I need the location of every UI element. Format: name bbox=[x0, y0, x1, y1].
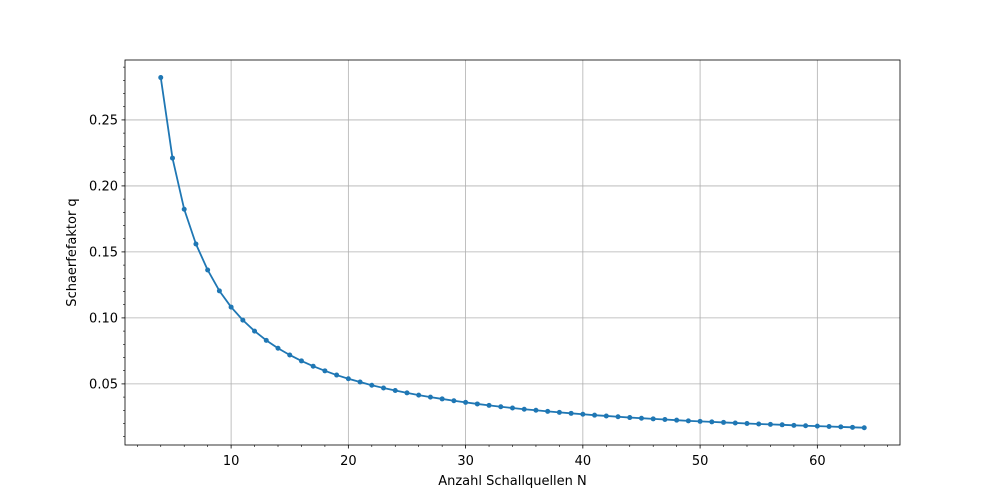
data-point bbox=[381, 385, 387, 391]
data-point bbox=[803, 423, 809, 429]
x-tick-label: 40 bbox=[575, 454, 592, 469]
data-point bbox=[627, 415, 633, 421]
data-point bbox=[322, 368, 328, 374]
y-tick-label: 0.25 bbox=[89, 113, 118, 128]
x-tick-label: 60 bbox=[809, 454, 826, 469]
data-series bbox=[158, 75, 867, 431]
data-point bbox=[240, 317, 246, 323]
data-point bbox=[779, 422, 785, 428]
data-point bbox=[474, 401, 480, 407]
data-point bbox=[287, 352, 293, 358]
data-point bbox=[674, 417, 680, 423]
data-point bbox=[767, 421, 773, 427]
data-point bbox=[181, 206, 187, 212]
data-point bbox=[310, 363, 316, 369]
x-axis-label: Anzahl Schallquellen N bbox=[438, 474, 587, 489]
data-point bbox=[685, 418, 691, 424]
data-point bbox=[568, 410, 574, 416]
data-point bbox=[486, 402, 492, 408]
data-point bbox=[638, 415, 644, 421]
x-tick-label: 20 bbox=[340, 454, 357, 469]
data-point bbox=[263, 337, 269, 343]
x-tick-label: 30 bbox=[457, 454, 474, 469]
data-point bbox=[498, 404, 504, 410]
data-point bbox=[603, 413, 609, 419]
data-point bbox=[463, 399, 469, 405]
data-point bbox=[791, 422, 797, 428]
data-point bbox=[416, 392, 422, 398]
data-point bbox=[721, 419, 727, 425]
data-point bbox=[275, 345, 281, 351]
data-point bbox=[615, 414, 621, 420]
data-point bbox=[697, 418, 703, 424]
data-point bbox=[662, 417, 668, 423]
y-tick-label: 0.20 bbox=[89, 179, 118, 194]
y-tick-label: 0.15 bbox=[89, 245, 118, 260]
x-tick-label: 50 bbox=[692, 454, 709, 469]
data-point bbox=[169, 155, 175, 161]
data-point bbox=[252, 328, 258, 334]
grid-lines bbox=[125, 60, 900, 445]
data-point bbox=[838, 424, 844, 430]
data-point bbox=[357, 379, 363, 385]
data-point bbox=[205, 267, 211, 273]
y-tick-label: 0.10 bbox=[89, 311, 118, 326]
data-point bbox=[369, 382, 375, 388]
data-point bbox=[510, 405, 515, 411]
data-point bbox=[158, 75, 164, 81]
data-point bbox=[439, 396, 445, 402]
y-tick-label: 0.05 bbox=[89, 377, 118, 392]
data-point bbox=[345, 376, 351, 382]
data-point bbox=[298, 358, 304, 364]
data-point bbox=[451, 398, 457, 404]
data-point bbox=[392, 387, 398, 393]
data-point bbox=[545, 408, 551, 414]
data-point bbox=[826, 424, 832, 430]
data-point bbox=[193, 241, 199, 247]
data-point bbox=[732, 420, 738, 426]
axis-ticks: 10 20 30 40 50 60 0.05 0.10 0.15 0.20 0.25 bbox=[89, 66, 888, 469]
data-point bbox=[744, 420, 750, 426]
data-point bbox=[334, 372, 340, 378]
data-point bbox=[216, 288, 222, 294]
data-point bbox=[650, 416, 656, 422]
data-point bbox=[850, 424, 856, 430]
y-axis-label: Schaerfefaktor q bbox=[65, 198, 80, 306]
data-point bbox=[404, 390, 410, 396]
data-point bbox=[709, 419, 715, 425]
data-point bbox=[533, 407, 539, 413]
data-point bbox=[756, 421, 762, 427]
data-point bbox=[861, 425, 867, 431]
data-point bbox=[592, 412, 598, 418]
data-point bbox=[228, 304, 234, 310]
data-point bbox=[556, 409, 562, 415]
data-point bbox=[814, 423, 820, 429]
data-point bbox=[580, 411, 586, 417]
x-tick-label: 10 bbox=[223, 454, 240, 469]
data-point bbox=[521, 406, 527, 412]
data-point bbox=[427, 394, 433, 400]
